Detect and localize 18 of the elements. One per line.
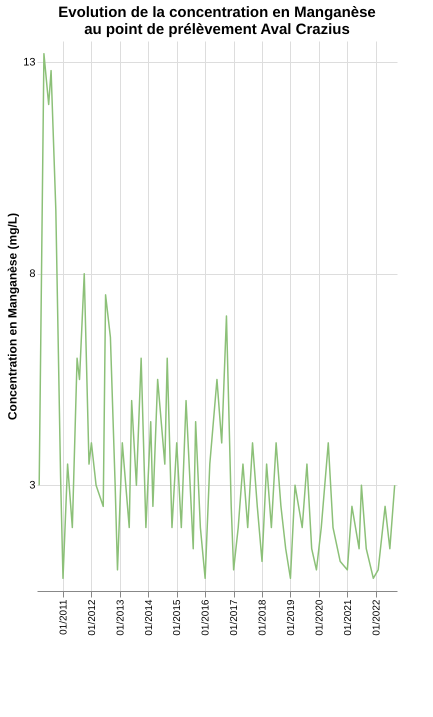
y-tick-label: 13 (23, 56, 36, 69)
line-series (38, 52, 396, 580)
x-tick-label: 01/2012 (86, 599, 98, 636)
y-tick-label: 8 (29, 268, 36, 280)
x-tick-label: 01/2015 (172, 599, 184, 636)
x-tick-label: 01/2019 (286, 599, 297, 636)
chart-title: Evolution de la concentration en Manganèse au point de prélèvement Aval Crazius (58, 4, 376, 38)
x-tick-label: 01/2018 (258, 599, 269, 636)
x-tick-label: 01/2022 (371, 599, 382, 636)
x-tick-label: 01/2016 (200, 599, 212, 636)
y-axis-title: Concentration en Manganèse (mg/L) (5, 212, 20, 420)
y-tick-label: 3 (29, 480, 36, 492)
x-tick-label: 01/2021 (342, 599, 354, 636)
x-tick-label: 01/2011 (58, 599, 70, 635)
x-tick-label: 01/2020 (314, 599, 326, 636)
x-tick-label: 01/2017 (229, 599, 240, 636)
x-tick-label: 01/2013 (115, 599, 126, 636)
x-tick-label: 01/2014 (144, 599, 155, 636)
